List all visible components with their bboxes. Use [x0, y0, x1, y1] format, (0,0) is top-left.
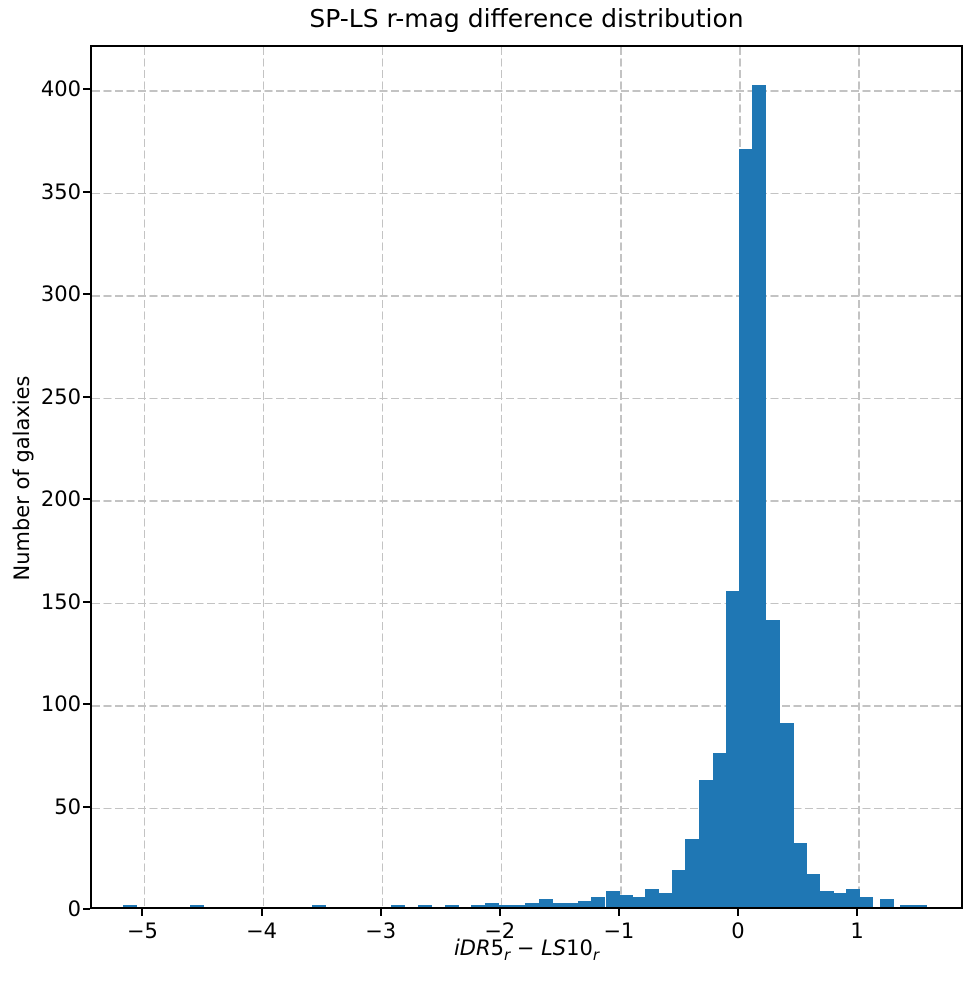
y-gridline — [92, 807, 961, 810]
x-tick-mark — [379, 909, 382, 916]
x-gridline — [858, 47, 860, 907]
x-gridline — [500, 47, 503, 907]
x-tick-mark — [141, 909, 144, 916]
y-axis-label: Number of galaxies — [10, 375, 34, 581]
histogram-bar — [685, 839, 700, 907]
histogram-bar — [618, 894, 633, 907]
y-tick-label: 250 — [40, 384, 81, 409]
histogram-bar — [552, 902, 567, 907]
histogram-bar — [391, 904, 406, 907]
x-axis-label-part: iDR — [453, 936, 491, 960]
histogram-bar — [605, 890, 620, 907]
y-tick-label: 300 — [40, 282, 81, 307]
x-axis-label-part: r — [592, 946, 600, 965]
y-tick-mark — [83, 805, 90, 808]
chart-title: SP-LS r-mag difference distribution — [309, 4, 744, 33]
y-tick-label: 350 — [40, 179, 81, 204]
histogram-bar — [805, 874, 820, 907]
x-tick-mark — [736, 909, 739, 916]
y-gridline — [92, 90, 961, 92]
x-tick-label: −5 — [126, 919, 158, 943]
histogram-bar — [879, 898, 894, 907]
histogram-bar — [511, 904, 526, 907]
histogram-bar — [578, 900, 593, 907]
histogram-bar — [752, 85, 767, 907]
y-gridline — [92, 500, 961, 502]
x-tick-label: 1 — [850, 919, 864, 943]
y-gridline — [92, 192, 961, 195]
y-tick-mark — [83, 190, 90, 193]
x-tick-label: −1 — [603, 919, 635, 943]
x-tick-label: −3 — [365, 919, 397, 943]
histogram-bar — [631, 896, 646, 907]
histogram-bar — [698, 779, 713, 907]
x-tick-mark — [498, 909, 501, 916]
x-axis-label-part: 10 — [566, 936, 593, 960]
histogram-bar — [659, 892, 674, 907]
y-gridline — [92, 705, 961, 707]
y-tick-mark — [83, 293, 90, 296]
y-tick-mark — [83, 600, 90, 603]
histogram-bar — [846, 888, 861, 907]
y-tick-mark — [83, 908, 90, 910]
y-gridline — [92, 602, 961, 605]
histogram-bar — [524, 902, 539, 907]
histogram-bar — [833, 892, 848, 907]
x-tick-mark — [617, 909, 620, 916]
histogram-bar — [766, 620, 781, 907]
histogram-bar — [311, 904, 326, 907]
y-gridline — [92, 397, 961, 400]
histogram-bar — [792, 843, 807, 907]
histogram-bar — [498, 904, 513, 907]
x-gridline — [620, 47, 622, 907]
histogram-bar — [123, 904, 138, 907]
histogram-bar — [645, 888, 659, 907]
y-tick-mark — [83, 703, 90, 706]
histogram-bar — [539, 898, 553, 907]
y-tick-label: 50 — [54, 794, 81, 819]
histogram-bar — [820, 890, 835, 907]
x-gridline — [262, 47, 265, 907]
y-tick-label: 400 — [40, 77, 81, 102]
histogram-bar — [591, 896, 606, 907]
x-tick-label: −4 — [246, 919, 277, 943]
histogram-bar — [725, 591, 740, 907]
histogram-bar — [444, 904, 459, 907]
x-axis-label-part: LS — [541, 936, 567, 960]
histogram-bar — [712, 753, 727, 907]
x-axis-label-part: r — [503, 946, 511, 965]
histogram-bar — [565, 902, 580, 907]
histogram-bar — [899, 904, 914, 907]
histogram-bar — [417, 904, 432, 907]
x-gridline — [381, 47, 384, 907]
x-tick-label: 0 — [731, 919, 745, 943]
x-tick-mark — [856, 909, 858, 916]
x-tick-mark — [260, 909, 263, 916]
y-tick-label: 100 — [40, 692, 81, 717]
y-tick-mark — [83, 498, 90, 501]
y-tick-label: 200 — [40, 487, 81, 512]
x-axis-label-part: 5 — [490, 936, 504, 960]
histogram-bar — [912, 904, 927, 907]
histogram-bar — [471, 904, 486, 907]
x-axis-label: iDR5r − LS10r — [90, 936, 963, 964]
histogram-bar — [779, 722, 794, 907]
y-tick-label: 150 — [40, 589, 81, 614]
histogram-bar — [485, 902, 500, 907]
x-gridline — [143, 47, 146, 907]
histogram-bar — [739, 148, 754, 907]
plot-area — [90, 45, 963, 909]
x-axis-label-part: − — [510, 936, 542, 960]
y-tick-label: 0 — [67, 897, 81, 921]
y-tick-mark — [83, 88, 90, 91]
histogram-bar — [859, 896, 874, 907]
x-tick-label: −2 — [484, 919, 516, 943]
y-gridline — [92, 295, 961, 297]
y-tick-mark — [83, 395, 90, 398]
histogram-bar — [672, 870, 687, 907]
histogram-bar — [190, 904, 205, 907]
